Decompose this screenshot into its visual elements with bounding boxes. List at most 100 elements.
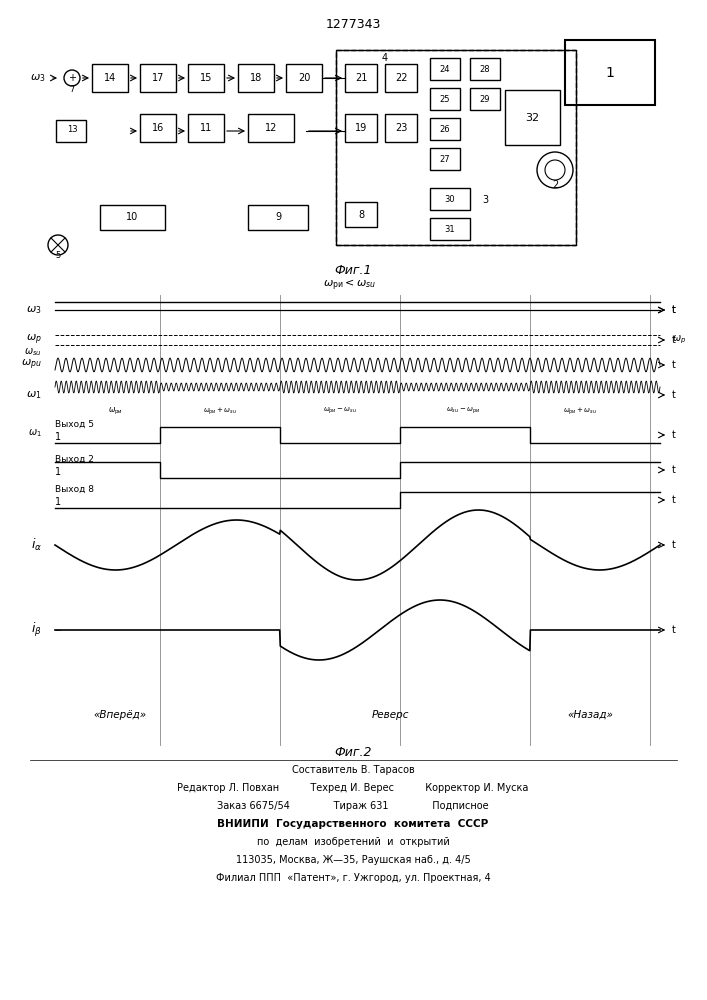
Text: 20: 20 bbox=[298, 73, 310, 83]
Text: 1: 1 bbox=[55, 467, 61, 477]
Text: 26: 26 bbox=[440, 124, 450, 133]
Text: t: t bbox=[672, 625, 676, 635]
Text: 12: 12 bbox=[265, 123, 277, 133]
Text: 4: 4 bbox=[382, 53, 388, 63]
Text: Филиал ППП  «Патент», г. Ужгород, ул. Проектная, 4: Филиал ППП «Патент», г. Ужгород, ул. Про… bbox=[216, 873, 491, 883]
Text: +: + bbox=[68, 73, 76, 83]
Text: Фиг.1: Фиг.1 bbox=[334, 263, 372, 276]
Text: 18: 18 bbox=[250, 73, 262, 83]
Text: 25: 25 bbox=[440, 95, 450, 104]
Text: $\omega_{\rm ри}+\omega_{su}$: $\omega_{\rm ри}+\omega_{su}$ bbox=[203, 405, 237, 417]
Text: $\omega_{\rm ри} < \omega_{su}$: $\omega_{\rm ри} < \omega_{su}$ bbox=[323, 277, 377, 293]
Text: 10: 10 bbox=[127, 213, 139, 223]
Text: Заказ 6675/54              Тираж 631              Подписное: Заказ 6675/54 Тираж 631 Подписное bbox=[217, 801, 489, 811]
Bar bbox=[286, 64, 322, 92]
Text: 30: 30 bbox=[445, 194, 455, 204]
Bar bbox=[56, 120, 86, 142]
Bar bbox=[505, 90, 560, 145]
Bar bbox=[248, 114, 294, 142]
Text: t: t bbox=[672, 390, 676, 400]
Text: $\omega_1$: $\omega_1$ bbox=[28, 427, 42, 439]
Bar bbox=[470, 88, 500, 110]
Bar bbox=[238, 64, 274, 92]
Bar bbox=[140, 64, 176, 92]
Text: 32: 32 bbox=[525, 113, 539, 123]
Text: 14: 14 bbox=[104, 73, 116, 83]
Bar bbox=[336, 50, 576, 245]
Text: Выход 5: Выход 5 bbox=[55, 420, 94, 429]
Text: 31: 31 bbox=[445, 225, 455, 233]
Text: 22: 22 bbox=[395, 73, 407, 83]
Bar bbox=[345, 114, 377, 142]
Text: $\omega_{\rm ри}-\omega_{su}$: $\omega_{\rm ри}-\omega_{su}$ bbox=[323, 406, 357, 416]
Text: 5: 5 bbox=[55, 250, 61, 259]
Bar bbox=[565, 40, 655, 105]
Text: Реверс: Реверс bbox=[371, 710, 409, 720]
Text: «Вперёд»: «Вперёд» bbox=[93, 710, 146, 720]
Text: $\omega_1$: $\omega_1$ bbox=[26, 389, 42, 401]
Bar bbox=[345, 202, 377, 227]
Text: 16: 16 bbox=[152, 123, 164, 133]
Bar bbox=[140, 114, 176, 142]
Bar bbox=[430, 118, 460, 140]
Bar bbox=[430, 188, 470, 210]
Bar bbox=[248, 205, 308, 230]
Text: $\omega_p$: $\omega_p$ bbox=[672, 334, 686, 346]
Text: $\omega_p$: $\omega_p$ bbox=[26, 333, 42, 347]
Text: 19: 19 bbox=[355, 123, 367, 133]
Text: 28: 28 bbox=[479, 64, 491, 74]
Text: 113035, Москва, Ж—35, Раушская наб., д. 4/5: 113035, Москва, Ж—35, Раушская наб., д. … bbox=[235, 855, 470, 865]
Text: 17: 17 bbox=[152, 73, 164, 83]
Text: $\omega_{su}$: $\omega_{su}$ bbox=[24, 346, 42, 358]
Text: 7: 7 bbox=[69, 86, 75, 95]
Text: 15: 15 bbox=[200, 73, 212, 83]
Text: $\omega_3$: $\omega_3$ bbox=[30, 72, 46, 84]
Text: $\omega_{\rm ри}$: $\omega_{\rm ри}$ bbox=[107, 405, 122, 417]
Text: t: t bbox=[672, 305, 676, 315]
Bar bbox=[92, 64, 128, 92]
Text: $i_\alpha$: $i_\alpha$ bbox=[31, 537, 42, 553]
Text: 11: 11 bbox=[200, 123, 212, 133]
Bar bbox=[430, 148, 460, 170]
Text: «Назад»: «Назад» bbox=[567, 710, 613, 720]
Bar bbox=[470, 58, 500, 80]
Text: 24: 24 bbox=[440, 64, 450, 74]
Text: $\omega_{pu}$: $\omega_{pu}$ bbox=[21, 358, 42, 372]
Text: t: t bbox=[672, 360, 676, 370]
Text: t: t bbox=[672, 465, 676, 475]
Bar bbox=[385, 64, 417, 92]
Text: 8: 8 bbox=[358, 210, 364, 220]
Text: 13: 13 bbox=[66, 125, 77, 134]
Bar bbox=[188, 114, 224, 142]
Text: Выход 2: Выход 2 bbox=[55, 455, 94, 464]
Bar bbox=[430, 218, 470, 240]
Text: $i_\beta$: $i_\beta$ bbox=[31, 621, 42, 639]
Bar bbox=[430, 58, 460, 80]
Text: $\omega_3$: $\omega_3$ bbox=[26, 304, 42, 316]
Text: 1: 1 bbox=[606, 66, 614, 80]
Text: 23: 23 bbox=[395, 123, 407, 133]
Bar bbox=[188, 64, 224, 92]
Text: 1: 1 bbox=[55, 497, 61, 507]
Text: 2: 2 bbox=[552, 180, 558, 190]
Text: t: t bbox=[672, 540, 676, 550]
Bar bbox=[345, 64, 377, 92]
Text: Редактор Л. Повхан          Техред И. Верес          Корректор И. Муска: Редактор Л. Повхан Техред И. Верес Корре… bbox=[177, 783, 529, 793]
Text: 3: 3 bbox=[482, 195, 488, 205]
Bar bbox=[336, 50, 576, 245]
Text: $\omega_{su}-\omega_{\rm ри}$: $\omega_{su}-\omega_{\rm ри}$ bbox=[446, 406, 480, 416]
Text: t: t bbox=[672, 305, 676, 315]
Bar bbox=[430, 88, 460, 110]
Bar bbox=[100, 205, 165, 230]
Text: $\omega_{\rm ри}+\omega_{su}$: $\omega_{\rm ри}+\omega_{su}$ bbox=[563, 405, 597, 417]
Text: t: t bbox=[672, 495, 676, 505]
Text: t: t bbox=[672, 335, 676, 345]
Text: 9: 9 bbox=[275, 213, 281, 223]
Text: 1: 1 bbox=[55, 432, 61, 442]
Text: по  делам  изобретений  и  открытий: по делам изобретений и открытий bbox=[257, 837, 450, 847]
Text: t: t bbox=[672, 430, 676, 440]
Text: Фиг.2: Фиг.2 bbox=[334, 746, 372, 758]
Text: ВНИИПИ  Государственного  комитета  СССР: ВНИИПИ Государственного комитета СССР bbox=[217, 819, 489, 829]
Text: Выход 8: Выход 8 bbox=[55, 485, 94, 494]
Text: Составитель В. Тарасов: Составитель В. Тарасов bbox=[291, 765, 414, 775]
